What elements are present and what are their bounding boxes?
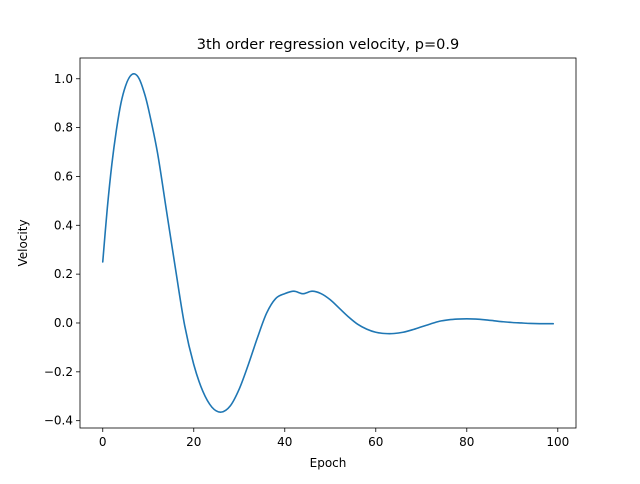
x-axis-label: Epoch — [310, 456, 347, 470]
y-tick-label: 0.4 — [54, 218, 73, 232]
y-tick-label: −0.4 — [44, 414, 73, 428]
x-tick-label: 100 — [546, 435, 569, 449]
series-line-0 — [101, 72, 555, 413]
y-tick-label: 0.0 — [54, 316, 73, 330]
plot-area — [80, 58, 576, 428]
x-tick-label: 60 — [368, 435, 383, 449]
y-tick-label: 1.0 — [54, 72, 73, 86]
y-axis-label: Velocity — [16, 219, 30, 266]
y-tick-label: 0.2 — [54, 267, 73, 281]
y-tick-label: 0.8 — [54, 121, 73, 135]
y-tick-label: 0.6 — [54, 169, 73, 183]
x-tick-label: 80 — [459, 435, 474, 449]
x-tick-label: 20 — [186, 435, 201, 449]
plot-frame — [79, 57, 577, 429]
x-tick-label: 0 — [99, 435, 107, 449]
chart-title: 3th order regression velocity, p=0.9 — [197, 37, 459, 53]
x-tick-label: 40 — [277, 435, 292, 449]
y-tick-label: −0.2 — [44, 365, 73, 379]
series-layer — [101, 72, 555, 413]
ticks-layer: 0 20 40 60 80 100 −0.4 −0.2 0.0 0.2 0.4 0.6 0.8 1.0 — [44, 72, 569, 449]
